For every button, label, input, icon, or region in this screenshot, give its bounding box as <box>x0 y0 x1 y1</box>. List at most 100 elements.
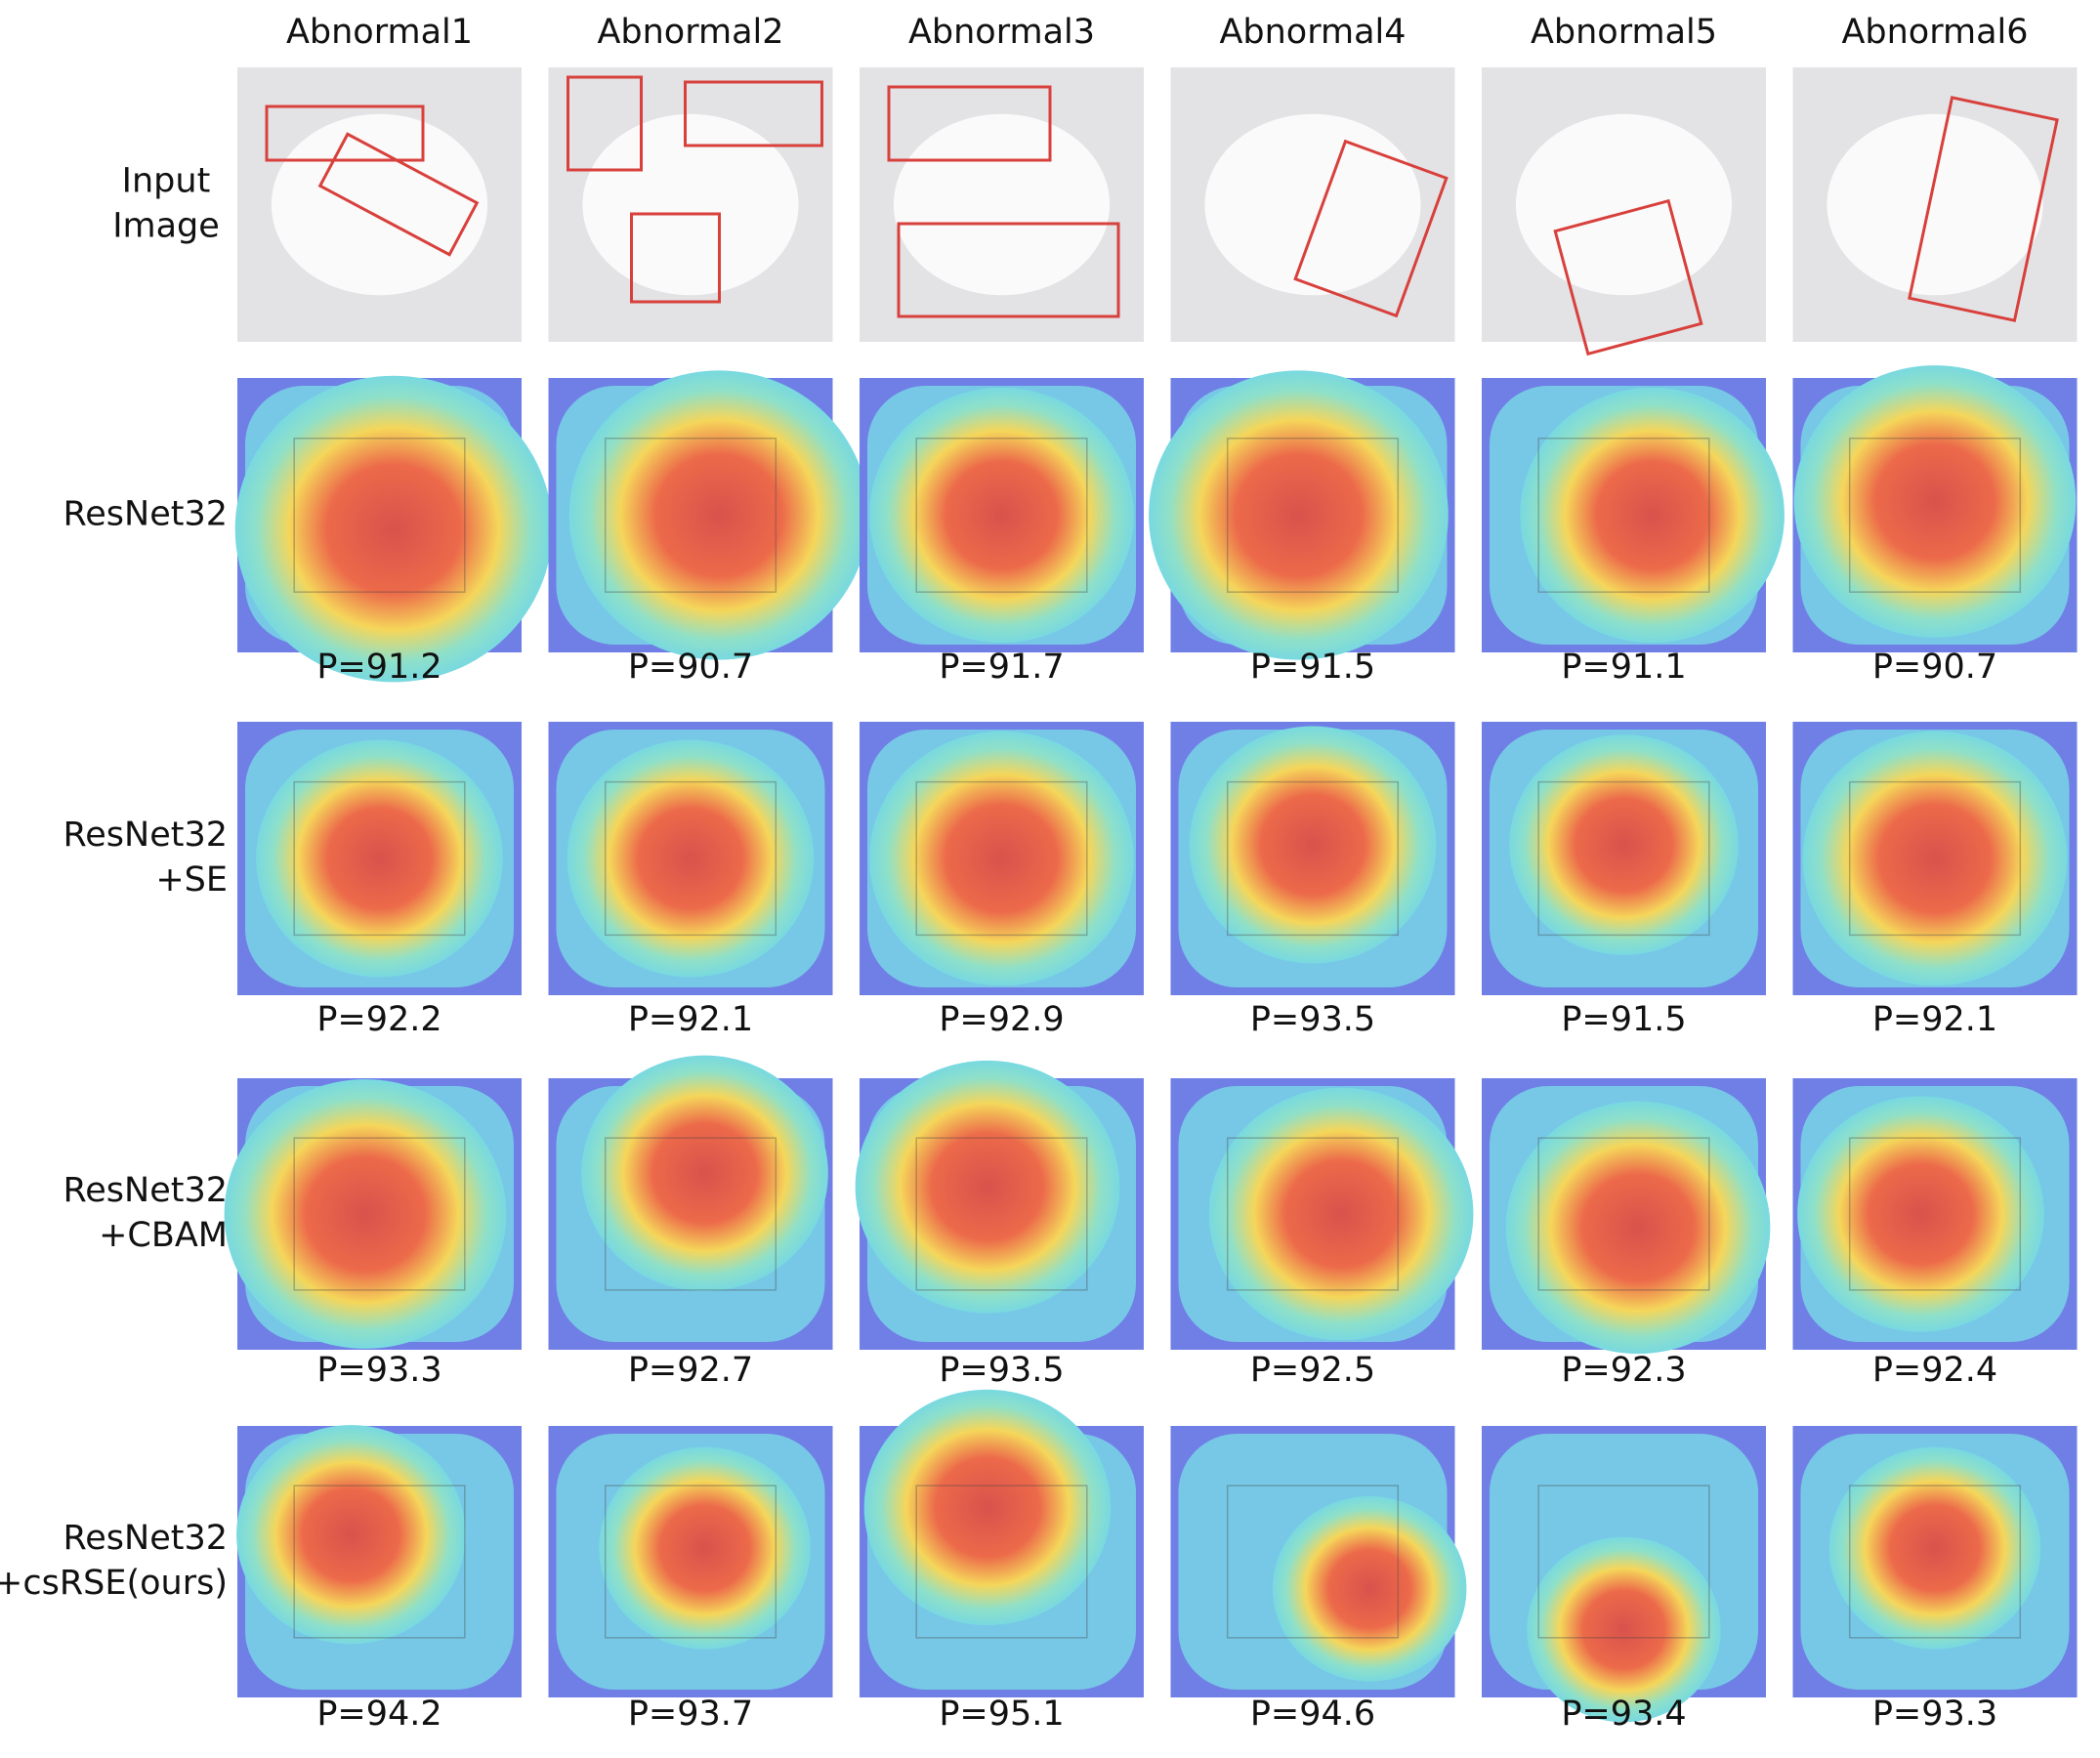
floor-plan-outline <box>604 438 777 593</box>
score-label: P=92.4 <box>1872 1351 1997 1390</box>
heatmap <box>860 378 1144 652</box>
heatmap-blob <box>1189 726 1437 964</box>
anomaly-box <box>265 105 425 162</box>
score-label: P=92.2 <box>316 1000 441 1039</box>
heatmap <box>236 1425 522 1697</box>
score-label: P=93.7 <box>628 1695 753 1734</box>
heatmap-blob <box>256 739 503 978</box>
heatmap-blob <box>863 1389 1112 1626</box>
heatmap <box>860 1389 1144 1697</box>
heatmap <box>1170 1078 1474 1350</box>
score-label: P=91.5 <box>1250 648 1375 687</box>
anomaly-box <box>887 85 1052 162</box>
heatmap <box>1482 722 1766 995</box>
score-label: P=92.7 <box>628 1351 753 1390</box>
row-label: +CBAM <box>99 1216 228 1255</box>
score-label: P=95.1 <box>939 1695 1064 1734</box>
heatmap-blob <box>1527 1536 1721 1723</box>
floor-plan <box>271 113 488 296</box>
floor-plan-outline <box>1226 1485 1400 1639</box>
floor-plan <box>582 113 799 296</box>
heatmap <box>224 1078 522 1350</box>
column-header: Abnormal1 <box>286 13 473 52</box>
floor-plan-outline <box>915 1485 1088 1639</box>
heatmap <box>237 722 522 995</box>
score-label: P=91.2 <box>316 648 441 687</box>
heatmap-blob <box>1149 370 1449 660</box>
heatmap <box>1792 1426 2078 1697</box>
heatmap-blob <box>599 1446 811 1650</box>
column-header: Abnormal2 <box>597 13 783 52</box>
row-label: Input <box>122 162 211 201</box>
score-label: P=91.1 <box>1561 648 1686 687</box>
score-label: P=94.6 <box>1250 1695 1375 1734</box>
score-label: P=93.5 <box>939 1351 1064 1390</box>
column-header: Abnormal5 <box>1531 13 1717 52</box>
floor-plan-outline <box>604 1485 777 1639</box>
floor-plan-outline <box>1848 438 2022 593</box>
heatmap-blob <box>869 387 1134 644</box>
heatmap <box>1170 722 1455 995</box>
heatmap <box>548 370 869 660</box>
floor-plan-outline <box>1537 1485 1710 1639</box>
column-header: Abnormal3 <box>908 13 1095 52</box>
heatmap-blob <box>1520 387 1785 644</box>
row-label: ResNet32 <box>63 816 229 855</box>
heatmap <box>548 1055 833 1350</box>
floor-plan <box>1827 113 2043 296</box>
anomaly-box <box>684 80 823 147</box>
heatmap-blob <box>1272 1496 1467 1682</box>
row-label: ResNet32 <box>63 1171 229 1210</box>
anomaly-box <box>1293 139 1449 318</box>
anomaly-box <box>567 75 643 172</box>
floor-plan-outline <box>293 438 466 593</box>
floor-plan-outline <box>1848 780 2022 937</box>
heatmap <box>1792 722 2078 995</box>
score-label: P=93.3 <box>1872 1695 1997 1734</box>
score-label: P=92.3 <box>1561 1351 1686 1390</box>
score-label: P=91.7 <box>939 648 1064 687</box>
heatmap-blob <box>236 1425 466 1645</box>
heatmap-blob <box>1509 734 1739 955</box>
heatmap-blob <box>869 731 1134 986</box>
heatmap-blob <box>1793 365 2077 638</box>
floor-plan-outline <box>293 1137 466 1291</box>
floor-plan-outline <box>1848 1485 2022 1639</box>
score-label: P=93.5 <box>1250 1000 1375 1039</box>
floor-plan-outline <box>604 1137 777 1291</box>
row-label: ResNet32 <box>63 495 229 534</box>
score-label: P=92.1 <box>628 1000 753 1039</box>
row-label: Image <box>112 207 220 246</box>
heatmap-blob <box>568 370 869 660</box>
heatmap <box>548 1426 833 1697</box>
heatmap <box>855 1060 1144 1350</box>
heatmap-blob <box>1505 1101 1771 1355</box>
heatmap <box>1792 1078 2078 1350</box>
floor-plan-outline <box>915 780 1088 937</box>
heatmap <box>548 722 833 995</box>
anomaly-box <box>317 132 480 257</box>
score-label: P=93.4 <box>1561 1695 1686 1734</box>
heatmap-blob <box>224 1079 507 1349</box>
anomaly-box <box>630 212 721 304</box>
row-label: +SE <box>155 860 228 900</box>
heatmap <box>1792 365 2078 652</box>
floor-plan-outline <box>915 438 1088 593</box>
score-label: P=92.5 <box>1250 1351 1375 1390</box>
heatmap <box>1482 1078 1771 1355</box>
score-label: P=93.3 <box>316 1351 441 1390</box>
heatmap <box>1170 1426 1467 1697</box>
floor-plan <box>893 113 1111 296</box>
floor-plan <box>1515 113 1733 296</box>
floor-plan-outline <box>604 780 777 937</box>
heatmap <box>234 375 553 683</box>
floor-plan-outline <box>1226 780 1400 937</box>
column-header: Abnormal6 <box>1841 13 2028 52</box>
floor-plan-outline <box>1226 1137 1400 1291</box>
heatmap-blob <box>1208 1087 1474 1341</box>
score-label: P=92.1 <box>1872 1000 1997 1039</box>
heatmap-blob <box>567 739 815 978</box>
heatmap-blob <box>581 1055 828 1291</box>
floor-plan <box>1204 113 1421 296</box>
